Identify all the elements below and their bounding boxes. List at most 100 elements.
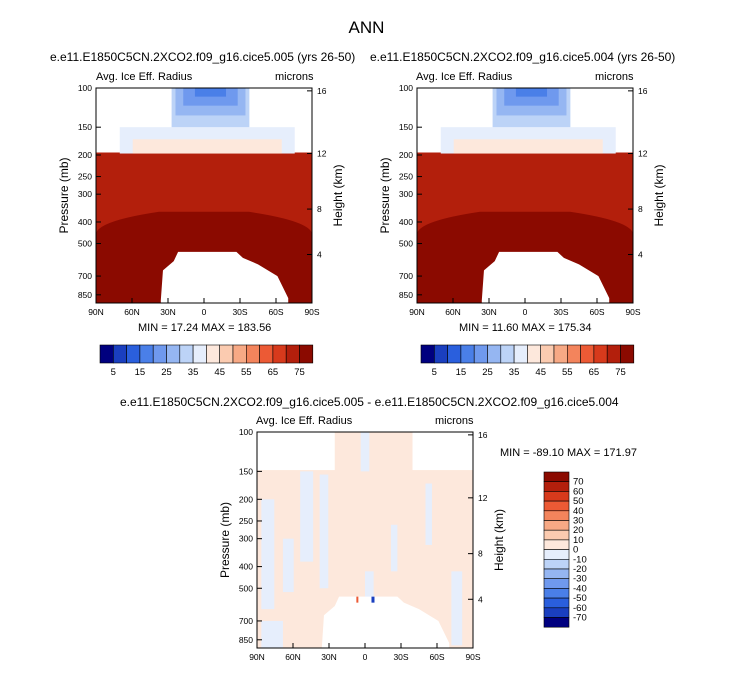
lat-tick-label: 60N <box>445 307 461 317</box>
panel-1-left-string: Avg. Ice Eff. Radius <box>96 71 193 83</box>
height-tick-label: 12 <box>638 149 648 159</box>
panel-3-title: e.e11.E1850C5CN.2XCO2.f09_g16.cice5.005 … <box>120 395 619 409</box>
colorbar-swatch <box>447 344 462 364</box>
pressure-tick-label: 300 <box>239 534 253 544</box>
colorbar-swatch <box>543 471 570 482</box>
field-upper <box>453 139 603 154</box>
field-cap <box>496 88 567 116</box>
pressure-tick-label: 500 <box>78 239 92 249</box>
lat-tick-label: 60S <box>429 652 444 662</box>
colorbar-label: 25 <box>161 367 172 378</box>
negative-patch <box>451 571 463 646</box>
field-upper <box>132 139 282 154</box>
pressure-tick-label: 400 <box>78 217 92 227</box>
y-axis-label-right: Height (km) <box>652 164 666 226</box>
field-upper <box>119 127 295 154</box>
positive-spike <box>356 596 359 603</box>
pressure-tick-label: 200 <box>78 150 92 160</box>
colorbar-label: 75 <box>615 367 626 378</box>
field-upper <box>440 127 616 154</box>
colorbar-label: 15 <box>135 367 146 378</box>
colorbar-swatch <box>272 344 287 364</box>
plot-frame <box>256 431 474 649</box>
pressure-tick-label: 700 <box>399 271 413 281</box>
lat-tick-label: 30S <box>232 307 247 317</box>
field-band <box>417 152 633 237</box>
colorbar-label: 25 <box>482 367 493 378</box>
lat-tick-label: 90S <box>465 652 480 662</box>
pressure-tick-label: 850 <box>399 290 413 300</box>
field-band <box>96 152 312 192</box>
colorbar-swatch <box>232 344 247 364</box>
panel-1-axes: 100 150 200 250 300 400 500 700 850 16 12 8 4 90N 60N 3… <box>57 83 345 317</box>
colorbar-label: 45 <box>214 367 225 378</box>
panel-2-axes: 100 150 200 250 300 400 500 700 850 16 12 8 4 90N 60N 3… <box>378 83 666 317</box>
colorbar-swatch <box>219 344 234 364</box>
panel-3-axes: 100 150 200 250 300 400 500 700 850 16 12 8 4 90N 60N 3… <box>218 427 506 662</box>
panel-1-stats: MIN = 17.24 MAX = 183.56 <box>138 322 272 334</box>
colorbar-label: -20 <box>573 564 587 575</box>
negative-patch <box>390 524 398 572</box>
field-cap <box>334 432 413 472</box>
y-axis-label: Pressure (mb) <box>57 157 71 233</box>
colorbar-label: 55 <box>241 367 252 378</box>
lat-tick-label: 60S <box>589 307 604 317</box>
pressure-tick-label: 500 <box>399 239 413 249</box>
pressure-tick-label: 850 <box>239 635 253 645</box>
colorbar-label: 70 <box>573 477 584 488</box>
panel-3-left-string: Avg. Ice Eff. Radius <box>256 415 353 427</box>
panel-1-title: e.e11.E1850C5CN.2XCO2.f09_g16.cice5.005 … <box>50 50 356 64</box>
colorbar-label: 55 <box>562 367 573 378</box>
colorbar-swatch <box>543 578 570 589</box>
panel-3-stats: MIN = -89.10 MAX = 171.97 <box>500 447 637 459</box>
colorbar-swatch <box>543 607 570 618</box>
colorbar-label: -40 <box>573 583 587 594</box>
colorbar-swatch <box>566 344 581 364</box>
colorbar-swatch <box>192 344 207 364</box>
colorbar-label: 50 <box>573 496 584 507</box>
colorbar-label: 10 <box>573 535 584 546</box>
negative-patch <box>300 471 314 562</box>
field-band <box>96 152 312 226</box>
pressure-tick-label: 700 <box>239 616 253 626</box>
pressure-tick-label: 100 <box>239 427 253 437</box>
height-tick-label: 4 <box>317 249 322 259</box>
field-fill <box>417 152 633 303</box>
panel-2-right-string: microns <box>595 71 634 83</box>
y-axis-label: Pressure (mb) <box>378 157 392 233</box>
colorbar-swatch <box>540 344 555 364</box>
lat-tick-label: 90S <box>304 307 319 317</box>
lat-tick-label: 30N <box>321 652 337 662</box>
colorbar-swatch <box>543 491 570 502</box>
height-tick-label: 12 <box>478 493 488 503</box>
height-tick-label: 8 <box>638 204 643 214</box>
lat-tick-label: 0 <box>523 307 528 317</box>
field-band <box>96 152 312 183</box>
colorbar-swatch <box>126 344 141 364</box>
field-cap <box>171 88 250 128</box>
colorbar-swatch <box>420 344 435 364</box>
field-cap <box>504 88 559 106</box>
lat-tick-label: 0 <box>363 652 368 662</box>
colorbar-swatch <box>139 344 154 364</box>
colorbar-label: -50 <box>573 593 587 604</box>
pressure-tick-label: 250 <box>399 172 413 182</box>
lat-tick-label: 30S <box>393 652 408 662</box>
lat-tick-label: 90S <box>625 307 640 317</box>
colorbar: 5 15 25 35 45 55 65 75 <box>420 344 635 378</box>
figure-title: ANN <box>348 18 385 37</box>
lat-tick-label: 90N <box>249 652 265 662</box>
pressure-tick-label: 200 <box>239 494 253 504</box>
panel-2-stats: MIN = 11.60 MAX = 175.34 <box>459 322 592 334</box>
plot-frame <box>416 87 634 304</box>
pressure-tick-label: 850 <box>78 290 92 300</box>
negative-patch <box>365 571 374 600</box>
field-cap <box>194 88 227 97</box>
colorbar-swatch <box>543 529 570 541</box>
colorbar-swatch <box>179 344 194 364</box>
colorbar-swatch <box>593 344 608 364</box>
colorbar-label: -70 <box>573 613 587 624</box>
lat-tick-label: 0 <box>202 307 207 317</box>
pressure-tick-label: 250 <box>239 516 253 526</box>
pressure-tick-label: 400 <box>399 217 413 227</box>
